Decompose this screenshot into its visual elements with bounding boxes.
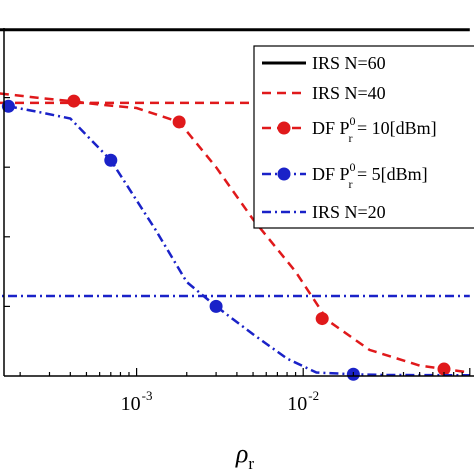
- legend-entry-1: IRS N=40: [312, 83, 386, 103]
- legend-entry-3: DF P0 r = 5[dBm]: [312, 160, 428, 191]
- series-2-marker: [315, 312, 329, 326]
- legend-entry-4: IRS N=20: [312, 202, 386, 222]
- x-tick-label-1: 10-3: [121, 388, 153, 415]
- legend-box: [253, 45, 474, 229]
- series-2-marker: [437, 362, 451, 376]
- series-3-marker: [104, 153, 118, 167]
- legend: IRS N=60 IRS N=40 DF P0 r = 10[dBm] DF P0 r =…: [253, 45, 474, 229]
- x-axis-label: ρr: [235, 439, 254, 473]
- series-3-marker: [1, 99, 15, 113]
- legend-marker-2: [277, 121, 291, 135]
- series-2-marker: [172, 115, 186, 129]
- legend-entry-2: DF P0 r = 10[dBm]: [312, 114, 437, 145]
- legend-marker-3: [277, 167, 291, 181]
- x-tick-label-2: 10-2: [287, 388, 319, 415]
- axes: 10-410-310-2ρr: [3, 28, 474, 473]
- legend-entry-0: IRS N=60: [312, 53, 386, 73]
- series-line-2: [0, 92, 470, 374]
- series-2-marker: [67, 94, 81, 108]
- series-3-marker: [209, 299, 223, 313]
